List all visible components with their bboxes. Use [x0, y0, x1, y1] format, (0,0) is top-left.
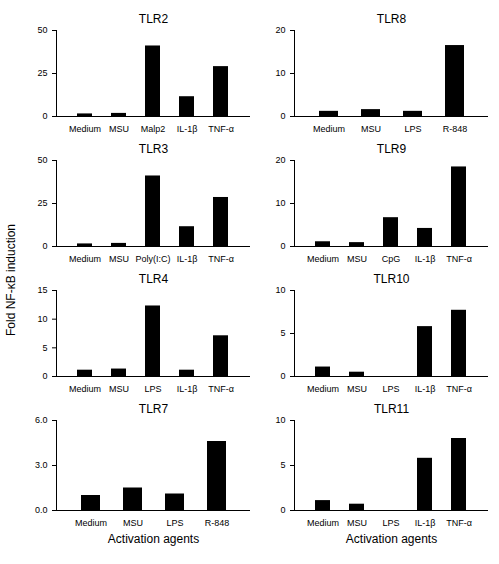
svg-text:50: 50 — [37, 155, 47, 165]
svg-text:0: 0 — [280, 505, 285, 515]
svg-text:20: 20 — [275, 25, 285, 35]
svg-text:Medium: Medium — [69, 124, 101, 134]
svg-text:Medium: Medium — [69, 254, 101, 264]
svg-text:MSU: MSU — [361, 124, 381, 134]
svg-text:LPS: LPS — [404, 124, 421, 134]
svg-text:0: 0 — [42, 371, 47, 381]
svg-text:MSU: MSU — [109, 254, 129, 264]
svg-text:Poly(I:C): Poly(I:C) — [135, 254, 170, 264]
svg-text:IL-1β: IL-1β — [415, 384, 436, 394]
svg-text:IL-1β: IL-1β — [177, 254, 198, 264]
svg-text:Medium: Medium — [313, 124, 345, 134]
svg-text:25: 25 — [37, 68, 47, 78]
svg-text:Medium: Medium — [307, 254, 339, 264]
svg-text:10: 10 — [275, 198, 285, 208]
svg-text:TNF-α: TNF-α — [446, 384, 472, 394]
svg-text:R-848: R-848 — [205, 518, 230, 528]
svg-text:IL-1β: IL-1β — [177, 124, 198, 134]
svg-text:Malp2: Malp2 — [141, 124, 166, 134]
svg-text:MSU: MSU — [347, 254, 367, 264]
svg-text:TLR3: TLR3 — [139, 142, 169, 156]
svg-text:25: 25 — [37, 198, 47, 208]
svg-text:TNF-α: TNF-α — [208, 124, 234, 134]
svg-text:5: 5 — [280, 460, 285, 470]
svg-text:MSU: MSU — [347, 384, 367, 394]
svg-text:TLR7: TLR7 — [139, 402, 169, 416]
svg-text:CpG: CpG — [382, 254, 401, 264]
svg-text:Medium: Medium — [307, 518, 339, 528]
svg-text:MSU: MSU — [123, 518, 143, 528]
svg-text:IL-1β: IL-1β — [415, 254, 436, 264]
svg-text:LPS: LPS — [382, 384, 399, 394]
svg-text:0: 0 — [280, 371, 285, 381]
svg-text:TNF-α: TNF-α — [446, 518, 472, 528]
svg-text:6.0: 6.0 — [35, 415, 48, 425]
svg-text:IL-1β: IL-1β — [177, 384, 198, 394]
svg-text:MSU: MSU — [109, 384, 129, 394]
svg-text:MSU: MSU — [347, 518, 367, 528]
svg-text:Activation agents: Activation agents — [346, 532, 437, 546]
svg-text:Medium: Medium — [75, 518, 107, 528]
svg-text:5: 5 — [42, 343, 47, 353]
svg-text:TLR2: TLR2 — [139, 12, 169, 26]
svg-text:3.0: 3.0 — [35, 460, 48, 470]
svg-text:R-848: R-848 — [443, 124, 468, 134]
svg-text:50: 50 — [37, 25, 47, 35]
svg-text:10: 10 — [275, 285, 285, 295]
svg-text:0: 0 — [280, 111, 285, 121]
svg-text:TLR11: TLR11 — [374, 402, 409, 416]
svg-text:TLR4: TLR4 — [139, 272, 169, 286]
svg-text:LPS: LPS — [382, 518, 399, 528]
html-text:Fold NF-κB induction: Fold NF-κB induction — [4, 224, 18, 336]
svg-text:0: 0 — [280, 241, 285, 251]
svg-text:0.0: 0.0 — [35, 505, 48, 515]
svg-text:20: 20 — [275, 155, 285, 165]
svg-text:10: 10 — [275, 68, 285, 78]
svg-text:Activation agents: Activation agents — [108, 532, 199, 546]
svg-text:TLR10: TLR10 — [373, 272, 409, 286]
svg-text:TLR8: TLR8 — [377, 12, 407, 26]
svg-text:5: 5 — [280, 328, 285, 338]
svg-text:0: 0 — [42, 111, 47, 121]
svg-text:IL-1β: IL-1β — [415, 518, 436, 528]
svg-text:Medium: Medium — [69, 384, 101, 394]
svg-text:MSU: MSU — [109, 124, 129, 134]
svg-text:TLR9: TLR9 — [377, 142, 407, 156]
svg-text:0: 0 — [42, 241, 47, 251]
svg-text:TNF-α: TNF-α — [208, 254, 234, 264]
svg-text:LPS: LPS — [144, 384, 161, 394]
svg-text:TNF-α: TNF-α — [208, 384, 234, 394]
svg-text:TNF-α: TNF-α — [446, 254, 472, 264]
svg-text:15: 15 — [37, 285, 47, 295]
svg-text:10: 10 — [37, 314, 47, 324]
svg-text:10: 10 — [275, 415, 285, 425]
svg-text:LPS: LPS — [166, 518, 183, 528]
svg-text:Medium: Medium — [307, 384, 339, 394]
